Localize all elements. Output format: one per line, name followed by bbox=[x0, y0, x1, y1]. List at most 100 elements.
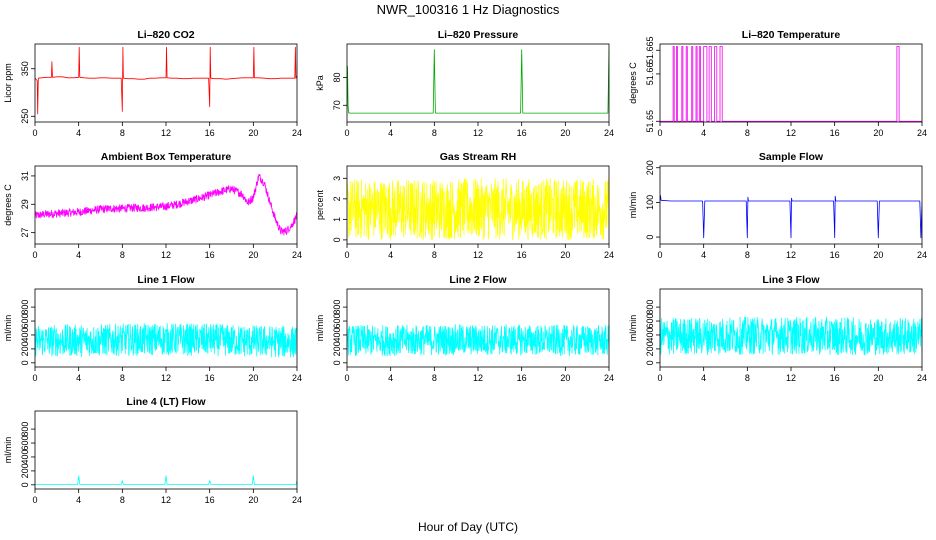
figure-title: NWR_100316 1 Hz Diagnostics bbox=[377, 2, 560, 17]
x-tick-label: 4 bbox=[701, 373, 706, 383]
x-tick-label: 4 bbox=[76, 495, 81, 505]
y-tick-label: 200 bbox=[20, 341, 30, 356]
panel-title: Line 3 Flow bbox=[762, 274, 820, 286]
x-tick-label: 24 bbox=[292, 495, 302, 505]
y-axis-label: Licor ppm bbox=[3, 63, 13, 103]
x-tick-label: 0 bbox=[32, 128, 37, 138]
series-line bbox=[35, 46, 297, 115]
x-tick-label: 12 bbox=[473, 373, 483, 383]
x-tick-label: 0 bbox=[657, 250, 662, 260]
y-tick-label: 51.65 bbox=[645, 110, 655, 133]
series-line bbox=[660, 46, 922, 122]
y-axis-label: kPa bbox=[315, 75, 325, 91]
series-line bbox=[660, 195, 922, 239]
series-group bbox=[347, 177, 609, 241]
x-tick-label: 12 bbox=[161, 250, 171, 260]
x-tick-label: 16 bbox=[830, 373, 840, 383]
y-tick-label: 1 bbox=[332, 217, 342, 222]
y-tick-label: 0 bbox=[332, 237, 342, 242]
x-tick-label: 16 bbox=[830, 250, 840, 260]
y-tick-label: 80 bbox=[332, 72, 342, 82]
series-group bbox=[35, 46, 297, 115]
y-tick-label: 3 bbox=[332, 176, 342, 181]
x-tick-label: 20 bbox=[560, 373, 570, 383]
x-tick-label: 24 bbox=[604, 128, 614, 138]
x-tick-label: 20 bbox=[560, 128, 570, 138]
y-tick-label: 51.665 bbox=[645, 36, 655, 64]
series-line bbox=[35, 323, 297, 358]
x-tick-label: 24 bbox=[917, 128, 927, 138]
x-tick-label: 16 bbox=[517, 128, 527, 138]
x-tick-label: 24 bbox=[604, 250, 614, 260]
y-tick-label: 0 bbox=[20, 360, 30, 365]
y-tick-label: 31 bbox=[20, 171, 30, 181]
x-tick-label: 16 bbox=[517, 250, 527, 260]
y-tick-label: 400 bbox=[645, 327, 655, 342]
y-tick-label: 800 bbox=[645, 300, 655, 315]
x-tick-label: 20 bbox=[248, 250, 258, 260]
panel-1: Li–820 Pressure 0 4 8 12 16 20 24 70 80 kPa bbox=[315, 29, 614, 138]
x-tick-label: 8 bbox=[745, 250, 750, 260]
series-group bbox=[347, 324, 609, 357]
panel-5: Sample Flow 0 4 8 12 16 20 24 0 100 200 ml/min bbox=[628, 151, 927, 260]
x-tick-label: 20 bbox=[248, 128, 258, 138]
y-tick-label: 400 bbox=[20, 327, 30, 342]
series-group bbox=[660, 316, 922, 356]
series-line bbox=[347, 177, 609, 241]
series-group bbox=[35, 323, 297, 358]
x-tick-label: 4 bbox=[76, 373, 81, 383]
y-axis-label: ml/min bbox=[3, 315, 13, 342]
panel-0: Li–820 CO2 0 4 8 12 16 20 24 250 350 Licor ppm bbox=[3, 29, 302, 138]
y-tick-label: 27 bbox=[20, 228, 30, 238]
y-tick-label: 0 bbox=[645, 360, 655, 365]
x-tick-label: 16 bbox=[205, 373, 215, 383]
series-group bbox=[35, 173, 297, 236]
y-tick-label: 400 bbox=[332, 327, 342, 342]
y-tick-label: 600 bbox=[20, 314, 30, 329]
x-tick-label: 16 bbox=[517, 373, 527, 383]
panel-title: Li–820 CO2 bbox=[137, 29, 194, 41]
y-tick-label: 800 bbox=[332, 300, 342, 315]
series-group bbox=[660, 195, 922, 239]
x-tick-label: 24 bbox=[917, 250, 927, 260]
series-group bbox=[660, 46, 922, 122]
y-axis-label: ml/min bbox=[3, 437, 13, 464]
x-tick-label: 4 bbox=[388, 373, 393, 383]
x-tick-label: 16 bbox=[205, 250, 215, 260]
panel-title: Ambient Box Temperature bbox=[101, 151, 232, 163]
y-axis-label: ml/min bbox=[628, 315, 638, 342]
panel-title: Li–820 Temperature bbox=[742, 29, 841, 41]
y-tick-label: 100 bbox=[645, 195, 655, 210]
x-tick-label: 12 bbox=[786, 128, 796, 138]
y-tick-label: 0 bbox=[20, 482, 30, 487]
panel-title: Gas Stream RH bbox=[440, 151, 516, 163]
x-tick-label: 8 bbox=[120, 128, 125, 138]
x-tick-label: 8 bbox=[120, 495, 125, 505]
y-axis-label: ml/min bbox=[628, 192, 638, 219]
x-tick-label: 20 bbox=[248, 495, 258, 505]
y-tick-label: 70 bbox=[332, 100, 342, 110]
x-tick-label: 8 bbox=[432, 250, 437, 260]
figure-x-axis-label: Hour of Day (UTC) bbox=[418, 520, 518, 534]
y-tick-label: 2 bbox=[332, 196, 342, 201]
x-tick-label: 0 bbox=[344, 128, 349, 138]
x-tick-label: 20 bbox=[873, 250, 883, 260]
panel-2: Li–820 Temperature 0 4 8 12 16 20 24 51.65 51.665… bbox=[628, 29, 927, 138]
x-tick-label: 24 bbox=[917, 373, 927, 383]
series-line bbox=[347, 324, 609, 357]
y-axis-label: percent bbox=[315, 189, 325, 220]
x-tick-label: 4 bbox=[76, 128, 81, 138]
x-tick-label: 16 bbox=[830, 128, 840, 138]
y-tick-label: 400 bbox=[20, 449, 30, 464]
y-axis-label: ml/min bbox=[315, 315, 325, 342]
y-tick-label: 0 bbox=[332, 360, 342, 365]
y-axis-label: degrees C bbox=[3, 184, 13, 226]
x-tick-label: 16 bbox=[205, 128, 215, 138]
y-tick-label: 600 bbox=[645, 314, 655, 329]
x-tick-label: 16 bbox=[205, 495, 215, 505]
y-tick-label: 800 bbox=[20, 300, 30, 315]
series-group bbox=[35, 475, 297, 485]
series-line bbox=[347, 49, 609, 114]
